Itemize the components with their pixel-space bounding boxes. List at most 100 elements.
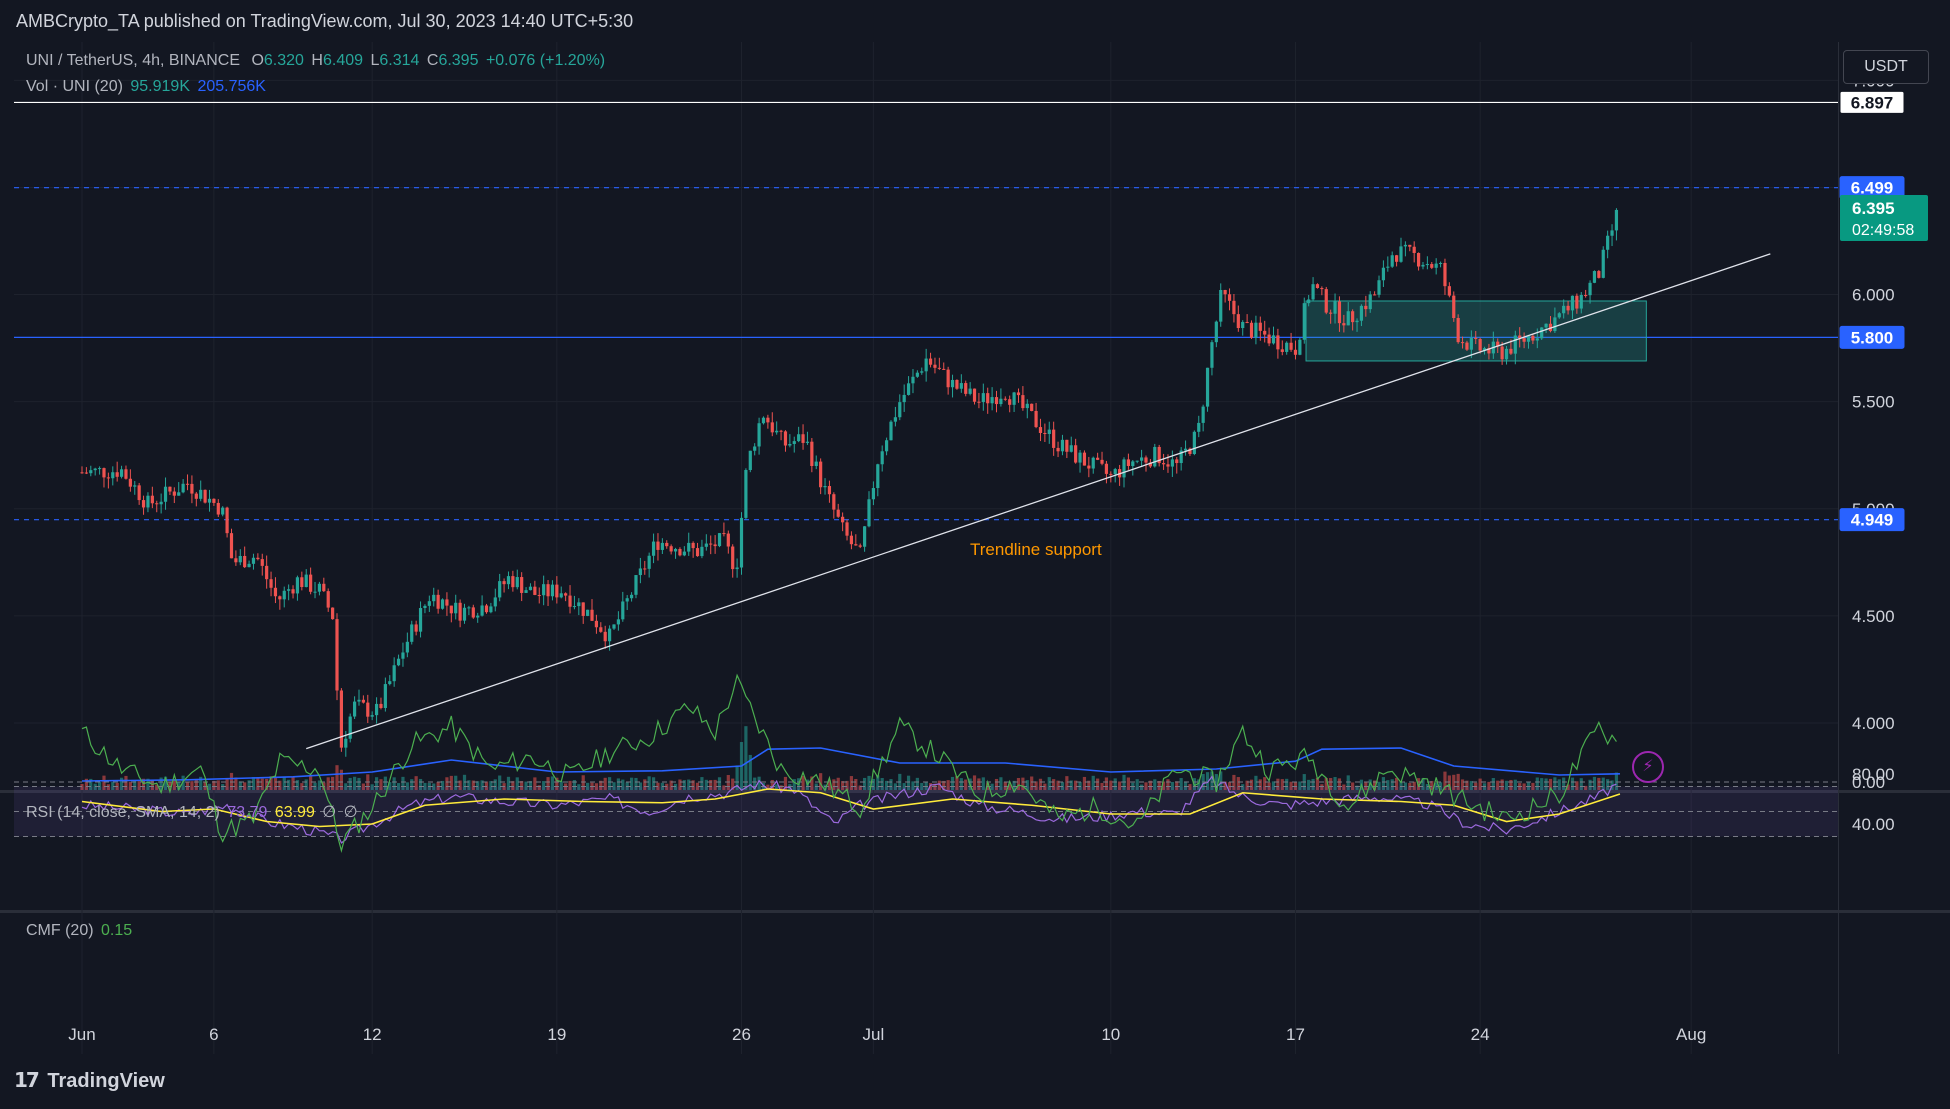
publisher-text: AMBCrypto_TA published on TradingView.co… xyxy=(16,11,634,31)
rsi-label[interactable]: RSI (14, close, SMA, 14, 2) xyxy=(26,804,220,821)
candle-body xyxy=(533,586,537,595)
candle-body xyxy=(146,495,150,508)
candle-body xyxy=(555,584,559,598)
volume-bar xyxy=(304,779,308,790)
volume-bar xyxy=(638,782,642,790)
pane-separator xyxy=(0,910,1950,913)
candle-body xyxy=(1315,284,1320,289)
candle-body xyxy=(1509,348,1513,354)
candle-body xyxy=(999,398,1003,405)
volume-label[interactable]: Vol · UNI (20) xyxy=(26,78,123,95)
volume-bar xyxy=(1496,780,1500,790)
volume-bar xyxy=(911,781,915,790)
pair-label[interactable]: UNI / TetherUS, 4h, BINANCE xyxy=(26,52,240,69)
lightning-icon[interactable]: ⚡ xyxy=(1632,751,1664,783)
cmf-label[interactable]: CMF (20) xyxy=(26,922,94,939)
price-tag-support-low: 4.949 xyxy=(1851,511,1894,530)
volume-bar xyxy=(1289,781,1293,790)
candle-body xyxy=(480,605,484,616)
candle-body xyxy=(1601,249,1605,278)
candle-body xyxy=(937,367,941,369)
high-label: H xyxy=(311,52,323,69)
candle-body xyxy=(621,601,625,620)
volume-bar xyxy=(643,779,647,790)
volume-bar xyxy=(717,777,722,790)
candle-body xyxy=(731,546,735,570)
candle-body xyxy=(445,599,449,606)
volume-bar xyxy=(1245,780,1249,790)
volume-bar xyxy=(858,785,862,790)
volume-bar xyxy=(1566,784,1570,790)
tradingview-brand[interactable]: 𝟭𝟳 TradingView xyxy=(14,1068,165,1093)
volume-bar xyxy=(150,780,154,790)
volume-bar xyxy=(269,776,273,790)
candle-body xyxy=(950,379,955,388)
volume-bar xyxy=(1166,779,1170,790)
candle-body xyxy=(766,417,770,423)
cmf-value: 0.15 xyxy=(101,922,133,939)
volume-bar xyxy=(1254,775,1258,790)
candle-body xyxy=(1025,403,1029,409)
price-tag-support-low-bg xyxy=(1839,508,1905,532)
currency-button[interactable]: USDT xyxy=(1843,50,1929,84)
volume-bar xyxy=(608,777,612,790)
chart-canvas[interactable]: 4.0004.5005.0005.5006.0006.5007.000Jun61… xyxy=(0,42,1950,1054)
candle-body xyxy=(133,485,137,487)
candle-body xyxy=(629,594,634,599)
candle-body xyxy=(436,594,440,609)
candle-body xyxy=(1135,460,1139,462)
candle-body xyxy=(203,489,207,503)
candle-body xyxy=(427,601,431,606)
volume-bar xyxy=(1021,777,1025,790)
candle-body xyxy=(199,489,203,499)
volume-bar xyxy=(621,779,625,790)
candle-body xyxy=(1012,392,1016,405)
cmf-tick-label: 0.00 xyxy=(1852,773,1885,792)
trendline-layer[interactable] xyxy=(306,253,1771,750)
candle-body xyxy=(590,609,594,621)
volume-bar xyxy=(731,778,735,790)
volume-bar xyxy=(823,784,827,790)
candle-body xyxy=(449,605,453,614)
volume-bar xyxy=(920,782,924,790)
candle-body xyxy=(440,599,445,609)
candle-body xyxy=(317,583,322,592)
volume-bar xyxy=(331,776,335,790)
volume-bar xyxy=(172,778,176,790)
candle-body xyxy=(348,716,352,739)
volume-bar xyxy=(1381,777,1386,790)
candle-body xyxy=(647,555,651,569)
candle-body xyxy=(326,591,330,608)
candle-body xyxy=(80,472,84,474)
volume-bar xyxy=(1491,777,1495,790)
volume-bar xyxy=(392,777,396,790)
time-tick-label: 26 xyxy=(732,1025,751,1044)
volume-bar xyxy=(449,775,453,790)
candle-body xyxy=(1496,341,1500,347)
candle-body xyxy=(1456,317,1460,343)
time-tick-label: 24 xyxy=(1471,1025,1490,1044)
candle-body xyxy=(352,701,357,717)
candle-body xyxy=(722,533,726,535)
candle-body xyxy=(1109,473,1113,475)
candle-body xyxy=(1008,399,1012,405)
candle-body xyxy=(190,483,194,494)
rsi-legend: RSI (14, close, SMA, 14, 2) 73.79 63.99 … xyxy=(26,802,361,822)
candle-body xyxy=(770,422,774,433)
trendline-annotation[interactable]: Trendline support xyxy=(970,540,1102,559)
volume-bar xyxy=(1307,779,1311,790)
candle-body xyxy=(704,543,708,547)
candle-body xyxy=(1307,299,1311,304)
volume-bar xyxy=(757,776,761,790)
countdown-tag: 02:49:58 xyxy=(1852,222,1914,239)
volume-bar xyxy=(1513,779,1517,790)
candle-body xyxy=(823,486,827,488)
candle-body xyxy=(638,568,642,576)
candle-body xyxy=(1535,338,1539,341)
volume-bar xyxy=(1315,777,1320,790)
volume-bar xyxy=(977,778,981,790)
candle-body xyxy=(1016,392,1021,396)
price-axis-border xyxy=(1838,42,1839,1054)
volume-bar xyxy=(766,784,770,790)
chart-frame[interactable]: 4.0004.5005.0005.5006.0006.5007.000Jun61… xyxy=(0,42,1950,1054)
